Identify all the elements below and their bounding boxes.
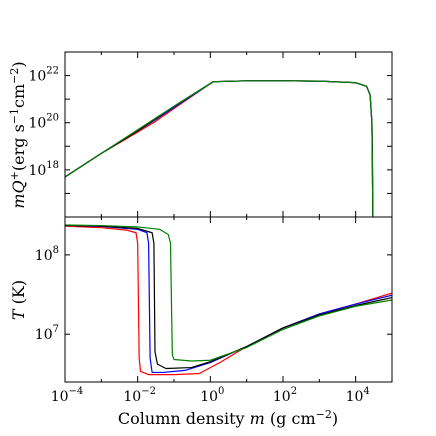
- bottom-ytick-label-1: 107: [35, 324, 59, 343]
- top-ytick-label-2: 1020: [28, 113, 59, 132]
- top-series-line-2: [65, 80, 374, 217]
- top-frame: [64, 51, 393, 218]
- bottom-frame: [64, 216, 393, 383]
- top-ylabel-mid2: cm: [9, 84, 28, 108]
- bottom-xtick-label-5: 104: [346, 386, 370, 405]
- bottom-xtick-label-3: 100: [200, 386, 224, 405]
- top-series-line-4: [65, 80, 374, 217]
- bottom-series-line-1: [65, 225, 392, 376]
- bottom-ylabel-unit: (K): [9, 280, 28, 310]
- top-ticks-group: 1018 1020 1022: [28, 51, 393, 218]
- xlabel-pre: Column density: [118, 409, 250, 428]
- bottom-panel: 107 108 10−4 10−2 100 102 104 T (K) Column den…: [9, 216, 393, 429]
- bottom-xtick-label-2: 10−2: [123, 386, 156, 405]
- bottom-series-group: [65, 224, 392, 376]
- bottom-xtick-label-4: 102: [273, 386, 297, 405]
- top-ylabel-var: mQ: [9, 180, 28, 208]
- top-ylabel-sup3: −2: [8, 68, 21, 84]
- bottom-xtick-label-1: 10−4: [51, 386, 84, 405]
- top-series-line-3: [65, 80, 374, 217]
- xlabel-var: m: [250, 409, 265, 428]
- bottom-ticks-group: 107 108 10−4 10−2 100 102 104: [35, 217, 393, 405]
- bottom-series-line-3: [65, 224, 392, 370]
- bottom-series-line-4: [65, 224, 392, 362]
- top-series-line-1: [65, 80, 374, 217]
- bottom-ylabel: T (K): [9, 280, 28, 320]
- top-ytick-label-1: 1018: [28, 160, 59, 179]
- top-series-group: [65, 80, 374, 217]
- top-ylabel-post: ): [9, 61, 28, 67]
- top-ylabel-mid: (erg s: [9, 124, 28, 171]
- xlabel-sup: −2: [316, 408, 332, 421]
- top-ylabel-sup1: +: [8, 171, 21, 180]
- bottom-ytick-label-2: 108: [35, 245, 59, 264]
- top-ytick-label-3: 1022: [28, 66, 59, 85]
- top-panel: 1018 1020 1022 mQ+(erg s−1cm−2): [8, 51, 393, 218]
- top-ylabel: mQ+(erg s−1cm−2): [8, 61, 29, 208]
- bottom-xlabel: Column density m (g cm−2): [118, 408, 338, 429]
- bottom-series-line-2: [65, 224, 392, 374]
- bottom-ylabel-var: T: [9, 308, 28, 320]
- top-ylabel-sup2: −1: [8, 108, 21, 124]
- xlabel-mid: (g cm: [265, 409, 316, 428]
- xlabel-post: ): [332, 409, 338, 428]
